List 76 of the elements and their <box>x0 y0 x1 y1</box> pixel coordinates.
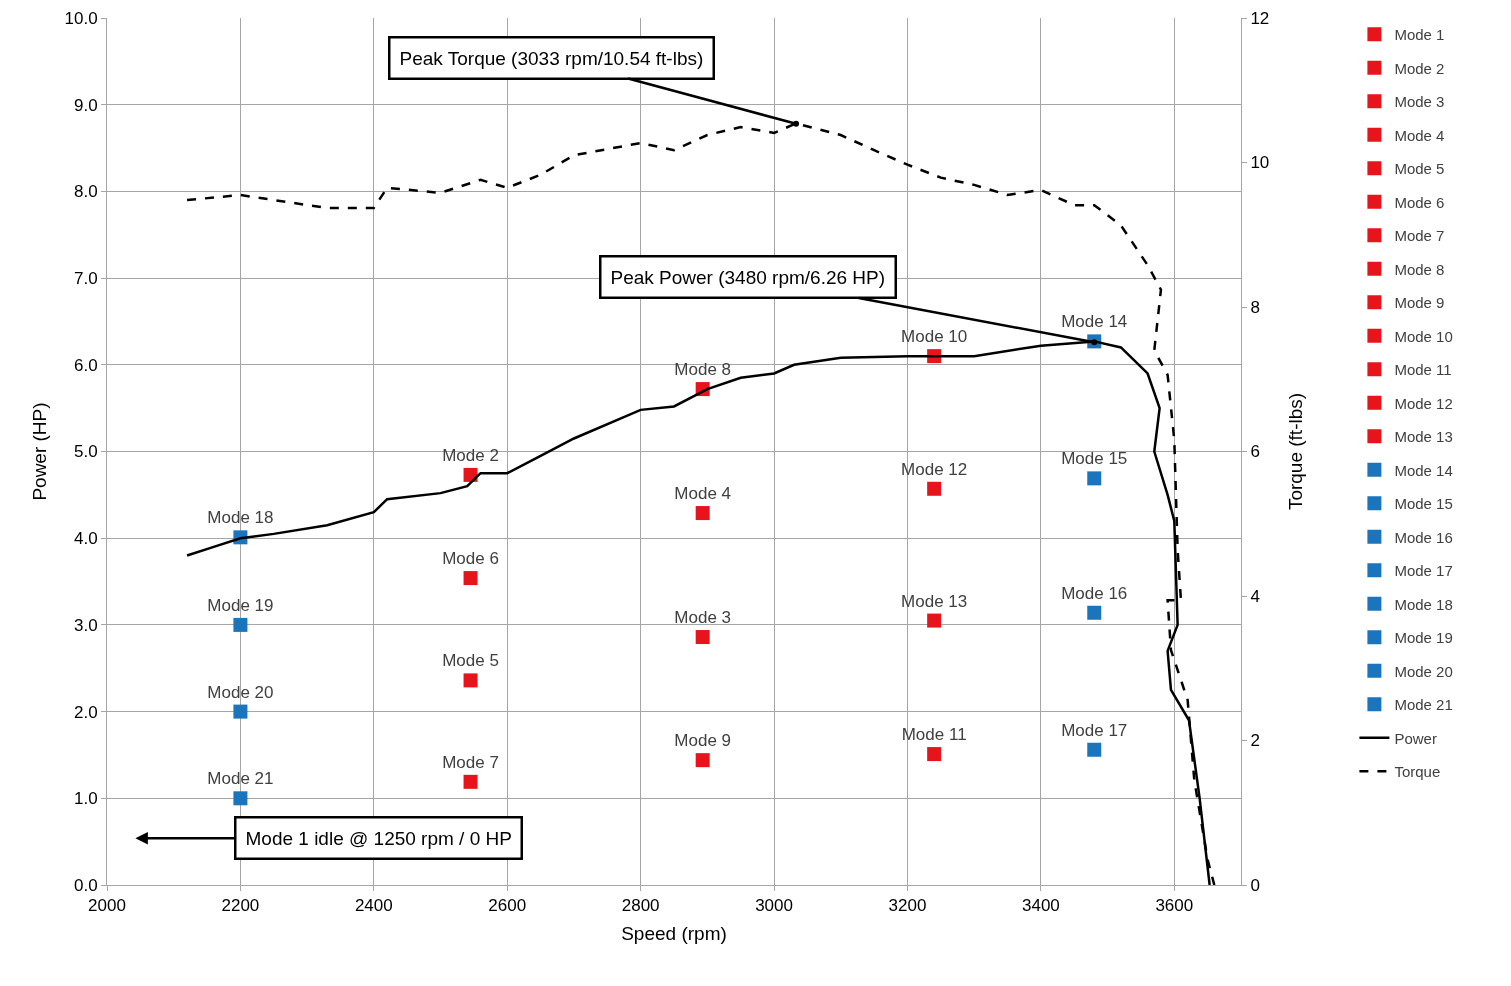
legend-label: Mode 17 <box>1394 562 1453 580</box>
text: Mode 2 <box>442 445 499 465</box>
y-tick-label: 5.0 <box>73 442 98 462</box>
legend-label: Mode 2 <box>1394 59 1445 77</box>
text: Mode 21 <box>207 769 274 789</box>
text: Mode 14 <box>1061 312 1128 332</box>
y-tick-label: 6.0 <box>73 355 98 375</box>
text: Mode 12 <box>901 459 968 479</box>
y-tick-label: 8.0 <box>73 182 98 202</box>
x-tick-label: 2800 <box>621 896 660 916</box>
y2-axis-title: Torque (ft-lbs) <box>1285 392 1307 511</box>
text: Mode 13 <box>901 591 968 611</box>
y2-tick-label: 4 <box>1250 586 1260 606</box>
x-tick-label: 2000 <box>88 896 126 916</box>
y-tick-label: 3.0 <box>73 615 98 635</box>
x-tick-label: 3600 <box>1155 896 1194 916</box>
legend-label: Mode 7 <box>1394 227 1445 245</box>
legend-label: Mode 20 <box>1394 662 1453 680</box>
text: Mode 7 <box>442 752 499 772</box>
y2-tick-label: 8 <box>1250 297 1260 317</box>
y2-tick-label: 2 <box>1250 731 1260 751</box>
y-tick-label: 1.0 <box>73 789 98 809</box>
y-tick-label: 10.0 <box>64 8 98 28</box>
text: Mode 16 <box>1061 583 1128 603</box>
text: Mode 20 <box>207 682 274 702</box>
text: Mode 6 <box>442 549 499 569</box>
text: Mode 18 <box>207 508 274 528</box>
text: Mode 11 <box>901 725 967 745</box>
legend-label: Mode 10 <box>1394 327 1453 345</box>
annotation: Mode 1 idle @ 1250 rpm / 0 HP <box>245 827 512 849</box>
legend-label: Mode 13 <box>1394 428 1453 446</box>
legend-label: Mode 5 <box>1394 160 1445 178</box>
y-axis-title: Power (HP) <box>29 402 51 501</box>
x-tick-label: 3400 <box>1021 896 1060 916</box>
legend-label: Mode 21 <box>1394 696 1453 714</box>
text: Mode 4 <box>674 484 732 504</box>
y2-tick-label: 6 <box>1250 442 1260 462</box>
text: Mode 9 <box>674 731 732 751</box>
x-tick-label: 2600 <box>488 896 527 916</box>
x-tick-label: 3200 <box>888 896 927 916</box>
y2-tick-label: 0 <box>1250 875 1260 895</box>
text: Mode 10 <box>901 327 968 347</box>
legend-label: Mode 1 <box>1394 26 1445 44</box>
text: Mode 3 <box>674 608 732 628</box>
annotation: Peak Torque (3033 rpm/10.54 ft-lbs) <box>399 47 704 69</box>
legend-label: Mode 3 <box>1394 93 1445 111</box>
legend-label: Mode 4 <box>1394 126 1445 144</box>
legend-label: Mode 19 <box>1394 629 1453 647</box>
legend-label: Mode 12 <box>1394 394 1453 412</box>
legend-label: Torque <box>1394 763 1441 781</box>
y-tick-label: 4.0 <box>73 529 98 549</box>
text: Mode 19 <box>207 595 274 615</box>
text: Mode 8 <box>674 360 732 380</box>
y2-tick-label: 10 <box>1250 153 1270 173</box>
x-axis-title: Speed (rpm) <box>621 923 727 945</box>
y-tick-label: 9.0 <box>73 95 98 115</box>
legend-label: Mode 15 <box>1394 495 1453 513</box>
legend-label: Mode 16 <box>1394 528 1453 546</box>
legend-label: Mode 9 <box>1394 294 1445 312</box>
y-tick-label: 7.0 <box>73 269 98 289</box>
annotation: Peak Power (3480 rpm/6.26 HP) <box>610 266 886 288</box>
legend-label: Mode 8 <box>1394 260 1445 278</box>
legend-label: Power <box>1394 729 1437 747</box>
y-tick-label: 0.0 <box>73 875 98 895</box>
text: Mode 5 <box>442 651 499 671</box>
x-tick-label: 2200 <box>221 896 260 916</box>
legend-label: Mode 11 <box>1394 361 1452 379</box>
text: Mode 17 <box>1061 720 1128 740</box>
legend-label: Mode 18 <box>1394 595 1453 613</box>
y-tick-label: 2.0 <box>73 702 98 722</box>
x-tick-label: 2400 <box>354 896 393 916</box>
legend-label: Mode 6 <box>1394 193 1445 211</box>
legend-label: Mode 14 <box>1394 461 1453 479</box>
x-tick-label: 3000 <box>755 896 793 916</box>
text: Mode 15 <box>1061 449 1128 469</box>
y2-tick-label: 12 <box>1250 8 1270 28</box>
